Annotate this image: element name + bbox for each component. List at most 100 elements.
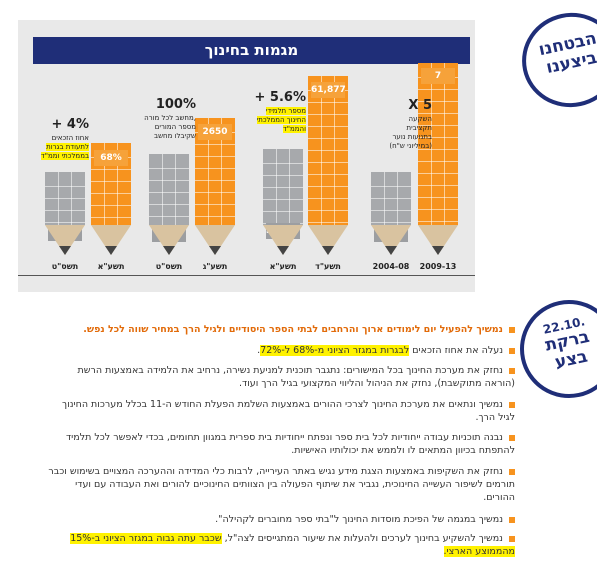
pencil-stripe [149,168,189,169]
pencil-year-label: 2009-13 [419,262,457,271]
pencil-stripe [418,101,458,102]
goal-text: נמשיך במגמה של הפיכת מוסדות החינוך ל"בתי… [215,514,503,525]
pencil-tip [91,225,131,259]
pencil-stripe [149,216,189,217]
pencil-stripe [308,198,348,199]
pencil-groove [384,172,385,225]
pencil-stripe [418,185,458,186]
pencil-stripe [149,180,189,181]
pencil-stripe [45,210,85,211]
pencil-groove [276,149,277,225]
pencil-year-label: תשס"ט [51,262,79,271]
pencil-body [418,63,458,225]
goal-text: נעלה את אחוז הזכאים לבגרות במגזר הציוני … [257,345,503,356]
stat-big-value: X 5 [408,98,432,113]
pencil-stripe [195,156,235,157]
chart-baseline [18,275,475,276]
pencil-body [308,76,348,225]
pencil-tip [263,225,303,259]
stamp-barkat-delivered: 22.10. ברקת בצע [510,290,597,408]
stat-desc: מחשב לכל מורה, מספר המורים שקיבלו מחשב [144,114,196,140]
pencil-stripe [308,102,348,103]
pencil-stripe [91,169,131,170]
pencil-value: 7 [421,68,455,84]
goal-bullet: נבנה תוכניות עבודה ייחודיות לכל בית ספר … [45,431,515,457]
pencil-year-label: תשע"א [269,262,297,271]
pencil-stripe [308,222,348,223]
pencil-stripe [418,209,458,210]
pencil-value: 68% [94,150,128,166]
pencil-stripe [371,186,411,187]
pencil-stripe [308,162,348,163]
pencil-stripe [195,204,235,205]
bullet-marker-icon [509,535,515,542]
pencil-year-label: תשע"ד [315,262,341,271]
pencil-stripe [308,150,348,151]
pencil-body [149,154,189,225]
bullet-marker-icon [509,434,515,441]
pencil-groove [431,63,432,225]
pencil-stripe [308,186,348,187]
pencil-stripe [418,89,458,90]
pencil-groove [334,76,335,225]
goal-text: נמשיך להפעיל יום לימודים ארוך והרחבים לב… [83,324,503,335]
pencil-groove [289,149,290,225]
pencil-groove [444,63,445,225]
pencil-stripe [371,222,411,223]
pencil-tip [371,225,411,259]
stat-big-value: + 4% [51,117,90,132]
pencil-groove [221,118,222,225]
pencil-stripe [418,149,458,150]
goal-bullet: נמשיך להפעיל יום לימודים ארוך והרחבים לב… [45,323,515,336]
pencil-stripe [371,210,411,211]
stat-big-value: 100% [155,97,196,112]
stamp-promised-delivered: הבטחנו ביצענו [513,3,597,117]
pencil-stripe [371,198,411,199]
pencil-groove [117,143,118,225]
pencil-stripe [263,175,303,176]
pencil-stripe [418,173,458,174]
pencil-tip [45,225,85,259]
goal-bullet: נחזק את מערכת החינוך בכל המישורים: נתגבר… [45,364,515,390]
pencil-stripe [195,144,235,145]
pencil-stripe [91,181,131,182]
pencil-stripe [195,192,235,193]
goal-bullet: נעלה את אחוז הזכאים לבגרות במגזר הציוני … [45,344,515,357]
pencil-stripe [418,125,458,126]
pencil-stripe [149,192,189,193]
pencil-stripe [45,186,85,187]
pencil-year-label: 2004-08 [372,262,410,271]
pencil-body [263,149,303,225]
goal-text: נחזק את מערכת החינוך בכל המישורים: נתגבר… [77,365,515,389]
pencil-stripe [418,113,458,114]
pencil-groove [58,172,59,225]
goal-bullet: נחזק את השקיפות באמצעות הצגת מידע נגיש ב… [45,465,515,504]
pencil-stripe [418,161,458,162]
pencil-year-label: תשע"ג [202,262,228,271]
pencil-year-label: תשס"ט [155,262,183,271]
pencil-groove [104,143,105,225]
goal-text: נחזק את השקיפות באמצעות הצגת מידע נגיש ב… [48,466,515,503]
goal-bullet: נמשיך ונתאים את מערכת החינוך לצרכי ההורי… [45,398,515,424]
pencil-stripe [195,180,235,181]
pencil-value: 2650 [198,124,232,140]
pencil-stripe [195,168,235,169]
pencil-groove [321,76,322,225]
pencil-stripe [418,197,458,198]
pencil-stripe [308,210,348,211]
pencil-stripe [263,199,303,200]
pencil-stripe [45,222,85,223]
infographic-title: מגמות בחינוך [204,41,299,59]
goal-text: נמשיך ונתאים את מערכת החינוך לצרכי ההורי… [62,399,515,423]
pencil-stripe [308,114,348,115]
pencil-groove [162,154,163,225]
bullet-marker-icon [509,347,515,354]
pencil-stripe [91,193,131,194]
bullet-marker-icon [509,468,515,475]
pencil-stripe [308,174,348,175]
goal-text: נמשיך להשקיע בחינוך לערכים ולהעלות את שי… [70,533,515,557]
pencil-stripe [149,204,189,205]
stat-big-value: + 5.6% [254,90,306,105]
stat-desc: השקעה תקציבית בתנועות נוער (במיליוני ש"ח… [389,115,432,150]
pencil-stripe [91,205,131,206]
